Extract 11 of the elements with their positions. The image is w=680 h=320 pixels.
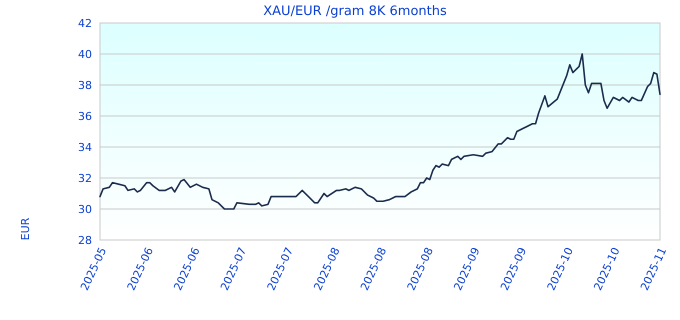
y-axis-title: EUR: [19, 217, 32, 240]
y-tick-label: 40: [78, 48, 92, 61]
y-tick-label: 42: [78, 16, 92, 30]
y-tick-label: 32: [78, 172, 92, 185]
chart-title: XAU/EUR /gram 8K 6months: [263, 4, 447, 19]
y-tick-label: 34: [78, 140, 92, 154]
y-tick-label: 36: [78, 110, 92, 123]
y-tick-label: 38: [78, 78, 92, 92]
y-tick-label: 28: [78, 234, 92, 247]
line-series: [99, 53, 661, 210]
y-tick-label: 30: [78, 202, 92, 216]
